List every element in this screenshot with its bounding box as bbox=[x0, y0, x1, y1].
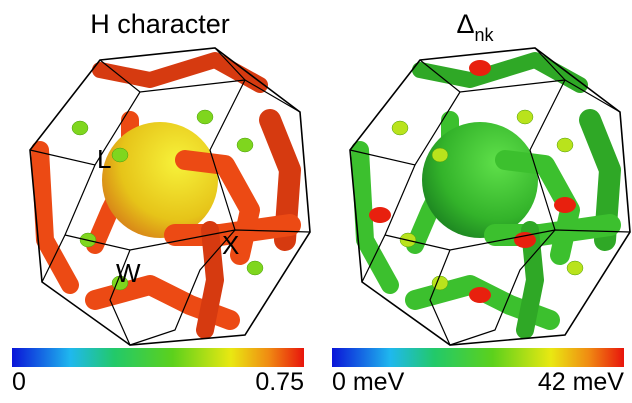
fermi-tube bbox=[205, 230, 215, 330]
panel-gap: Δnk 0 meV 42 meV bbox=[332, 9, 630, 396]
figure: H character 0 0.75 L W X Δnk 0 meV 42 meV bbox=[0, 0, 632, 398]
small-pocket bbox=[557, 138, 573, 152]
gap-hotspot bbox=[469, 60, 491, 76]
colorbar-max-label: 0.75 bbox=[255, 368, 304, 396]
colorbar-max-label: 42 meV bbox=[538, 368, 624, 396]
panel-title: Δnk bbox=[456, 9, 494, 45]
point-label: W bbox=[116, 258, 141, 288]
colorbar-min-label: 0 meV bbox=[332, 368, 405, 396]
small-pocket bbox=[517, 110, 533, 124]
small-pocket bbox=[392, 121, 408, 135]
zone-edge bbox=[565, 80, 620, 112]
point-label: X bbox=[222, 230, 239, 260]
colorbar bbox=[332, 348, 624, 367]
colorbar bbox=[12, 348, 304, 367]
gap-hotspot bbox=[469, 287, 491, 303]
gap-hotspot bbox=[369, 207, 391, 223]
central-sphere bbox=[102, 122, 218, 238]
small-pocket bbox=[72, 121, 88, 135]
central-sphere bbox=[422, 122, 538, 238]
fermi-tube bbox=[40, 150, 70, 285]
panel-title: H character bbox=[90, 9, 230, 39]
gap-hotspot bbox=[554, 197, 576, 213]
small-pocket bbox=[247, 261, 263, 275]
small-pocket bbox=[237, 138, 253, 152]
colorbar-min-label: 0 bbox=[12, 368, 26, 396]
panel-h-character: H character 0 0.75 L W X bbox=[12, 9, 310, 396]
zone-edge bbox=[245, 80, 300, 112]
point-label: L bbox=[97, 144, 111, 174]
title-subscript: nk bbox=[475, 25, 495, 45]
small-pocket bbox=[112, 148, 128, 162]
title-main: Δ bbox=[456, 9, 474, 39]
small-pocket bbox=[432, 148, 448, 162]
small-pocket bbox=[567, 261, 583, 275]
small-pocket bbox=[197, 110, 213, 124]
